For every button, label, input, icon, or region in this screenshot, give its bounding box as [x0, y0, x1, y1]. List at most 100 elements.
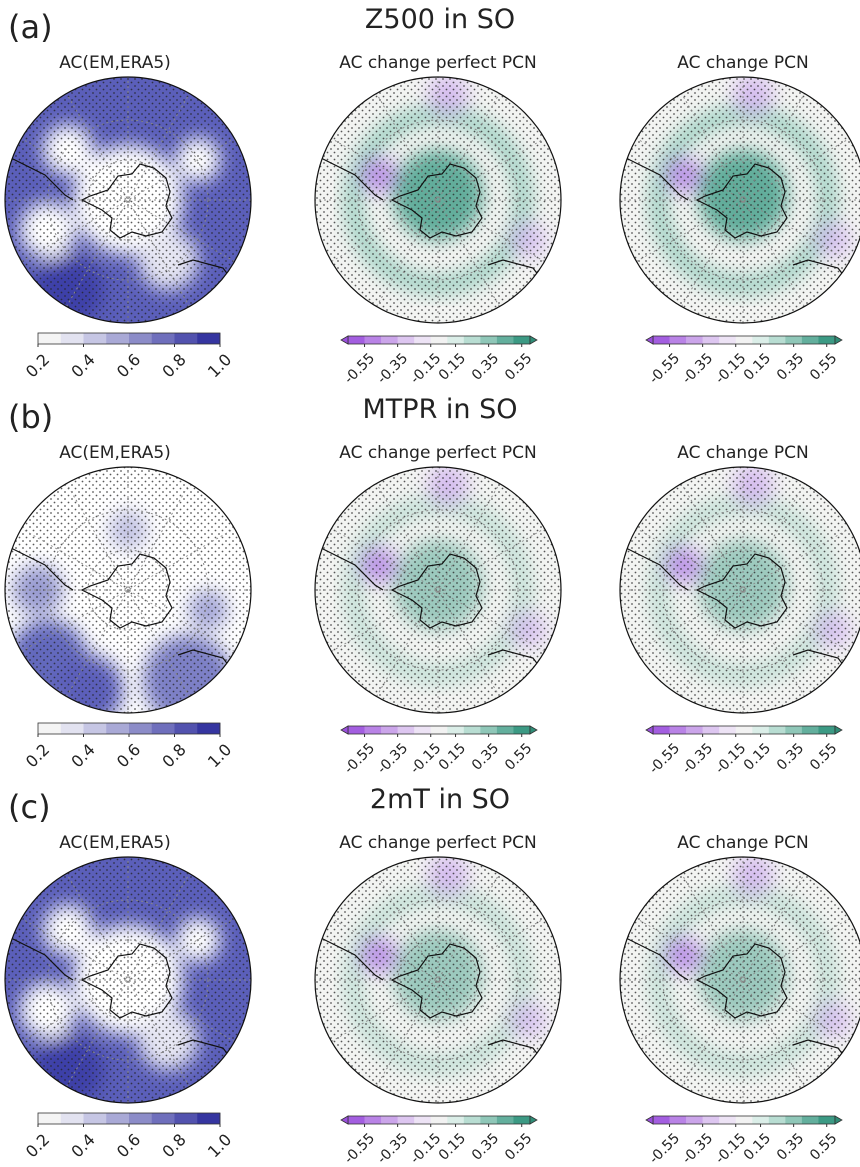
- colorbar-segment: [129, 333, 152, 344]
- colorbar-segment: [464, 726, 481, 734]
- colorbar-tick-label: -0.55: [341, 350, 378, 387]
- colorbar-segment: [670, 726, 687, 734]
- figure-row: (c)2mT in SOAC(EM,ERA5)0.20.40.60.81.0AC…: [5, 784, 860, 1167]
- colorbar-tick-label: 0.15: [436, 740, 469, 773]
- colorbar-segment: [686, 336, 703, 344]
- colorbar-tick-label: 0.6: [113, 740, 144, 771]
- colorbar-segment: [348, 336, 365, 344]
- colorbar-segment: [365, 1116, 382, 1124]
- colorbar-segment: [802, 726, 819, 734]
- colorbar-segment: [447, 1116, 464, 1124]
- colorbar-segment: [447, 336, 464, 344]
- colorbar-segment: [480, 1116, 497, 1124]
- colorbar-tick-label: 0.35: [469, 740, 502, 773]
- map-panel: AC change PCN-0.55-0.35-0.150.150.350.55: [620, 53, 860, 387]
- colorbar-tick-label: 0.4: [67, 350, 98, 381]
- colorbar-tick-label: 0.35: [469, 350, 502, 383]
- colorbar: 0.20.40.60.81.0: [22, 1113, 235, 1161]
- colorbar-segment: [129, 1113, 152, 1124]
- row-title: 2mT in SO: [370, 784, 510, 815]
- colorbar-segment: [84, 333, 107, 344]
- colorbar: -0.55-0.35-0.150.150.350.55: [341, 336, 537, 387]
- colorbar: -0.55-0.35-0.150.150.350.55: [646, 1116, 842, 1167]
- colorbar-segment: [106, 1113, 129, 1124]
- colorbar-tick-label: 0.2: [22, 740, 53, 771]
- colorbar-segment: [61, 1113, 84, 1124]
- colorbar-tick-label: 0.15: [741, 1130, 774, 1163]
- colorbar-segment: [106, 333, 129, 344]
- colorbar-segment: [38, 1113, 61, 1124]
- colorbar-segment: [686, 726, 703, 734]
- colorbar-tick-label: 0.6: [113, 1130, 144, 1161]
- colorbar-segment: [703, 336, 720, 344]
- colorbar-segment: [513, 726, 530, 734]
- colorbar-segment: [719, 1116, 736, 1124]
- colorbar-segment: [414, 1116, 431, 1124]
- colorbar-tick-label: 0.55: [502, 740, 535, 773]
- colorbar-segment: [719, 726, 736, 734]
- colorbar-tick-label: -0.35: [374, 740, 411, 777]
- panel-title: AC(EM,ERA5): [59, 833, 171, 853]
- row-label: (b): [8, 398, 53, 436]
- colorbar-segment: [84, 1113, 107, 1124]
- colorbar-segment: [769, 1116, 786, 1124]
- colorbar-segment: [398, 726, 415, 734]
- colorbar-segment: [802, 1116, 819, 1124]
- row-title: MTPR in SO: [363, 394, 518, 425]
- colorbar-extend: [646, 1116, 653, 1124]
- row-label: (a): [8, 8, 53, 46]
- colorbar-segment: [197, 723, 220, 734]
- colorbar-extend: [646, 726, 653, 734]
- colorbar-tick-label: -0.35: [374, 1130, 411, 1167]
- colorbar-segment: [818, 336, 835, 344]
- colorbar-segment: [653, 1116, 670, 1124]
- map-panel: AC change perfect PCN-0.55-0.35-0.150.15…: [315, 53, 561, 387]
- colorbar-tick-label: 0.4: [67, 1130, 98, 1161]
- map-field: [5, 467, 251, 725]
- panel-title: AC change PCN: [677, 443, 808, 463]
- colorbar-tick-label: 1.0: [204, 350, 235, 381]
- colorbar-segment: [381, 726, 398, 734]
- colorbar-tick-label: -0.55: [646, 350, 683, 387]
- colorbar-segment: [197, 333, 220, 344]
- colorbar-segment: [670, 1116, 687, 1124]
- colorbar-tick-label: 0.2: [22, 350, 53, 381]
- colorbar-segment: [61, 723, 84, 734]
- colorbar-segment: [197, 1113, 220, 1124]
- colorbar-tick-label: -0.35: [374, 350, 411, 387]
- colorbar-segment: [719, 336, 736, 344]
- colorbar-segment: [38, 723, 61, 734]
- panel-title: AC(EM,ERA5): [59, 443, 171, 463]
- colorbar-segment: [752, 726, 769, 734]
- colorbar: 0.20.40.60.81.0: [22, 723, 235, 771]
- colorbar-tick-label: 0.8: [158, 740, 189, 771]
- colorbar-tick-label: 0.15: [741, 350, 774, 383]
- colorbar-tick-label: 0.55: [807, 740, 840, 773]
- colorbar-segment: [152, 333, 175, 344]
- colorbar-tick-label: 0.6: [113, 350, 144, 381]
- colorbar-extend: [341, 726, 348, 734]
- colorbar-segment: [414, 726, 431, 734]
- panel-title: AC change perfect PCN: [339, 443, 537, 463]
- colorbar-segment: [365, 336, 382, 344]
- colorbar-segment: [736, 1116, 753, 1124]
- colorbar-tick-label: 0.8: [158, 1130, 189, 1161]
- colorbar-tick-label: -0.35: [679, 740, 716, 777]
- colorbar-tick-label: 0.55: [807, 1130, 840, 1163]
- colorbar-extend: [646, 336, 653, 344]
- colorbar-segment: [769, 336, 786, 344]
- map-panel: AC(EM,ERA5)0.20.40.60.81.0: [5, 443, 251, 771]
- colorbar-segment: [152, 723, 175, 734]
- colorbar-segment: [703, 726, 720, 734]
- colorbar-segment: [398, 1116, 415, 1124]
- colorbar-segment: [497, 726, 514, 734]
- colorbar-tick-label: 0.8: [158, 350, 189, 381]
- colorbar-extend: [341, 336, 348, 344]
- colorbar-tick-label: 1.0: [204, 1130, 235, 1161]
- colorbar-extend: [530, 726, 537, 734]
- map-panel: AC change perfect PCN-0.55-0.35-0.150.15…: [315, 833, 561, 1167]
